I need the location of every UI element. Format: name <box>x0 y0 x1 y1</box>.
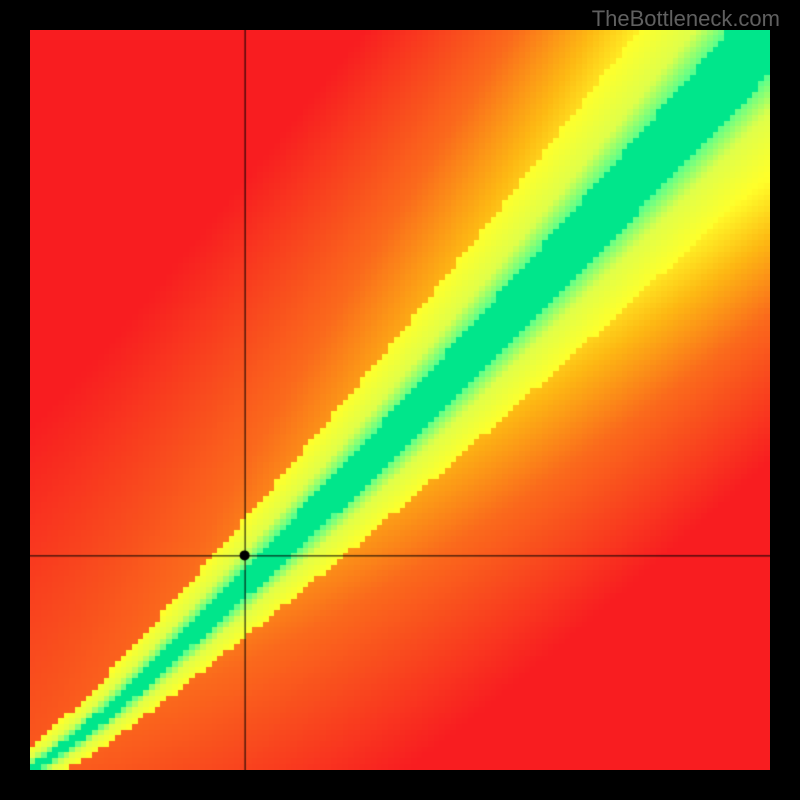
plot-area <box>30 30 770 770</box>
watermark-text: TheBottleneck.com <box>592 6 780 32</box>
heatmap-canvas <box>30 30 770 770</box>
chart-frame: TheBottleneck.com <box>0 0 800 800</box>
